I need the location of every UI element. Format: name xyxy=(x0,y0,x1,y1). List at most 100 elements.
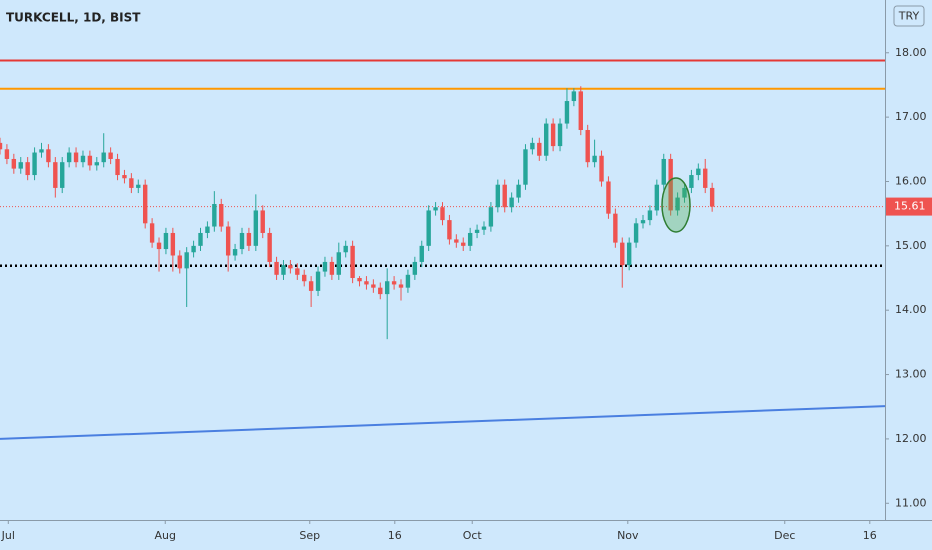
candle-body xyxy=(232,249,238,256)
candle-body xyxy=(564,101,570,124)
y-tick-label: 15.00 xyxy=(895,239,927,252)
candle-body xyxy=(689,175,694,188)
price-label-box xyxy=(886,197,932,216)
candle-body xyxy=(703,168,708,188)
y-tick-label: 14.00 xyxy=(895,303,927,316)
x-tick-label: Nov xyxy=(617,529,639,542)
candle-body xyxy=(94,162,99,166)
candle-body xyxy=(633,223,639,243)
candle-body xyxy=(426,210,431,246)
candle-body xyxy=(675,197,680,211)
candle-body xyxy=(557,123,563,147)
candle-body xyxy=(60,162,65,188)
candle-body xyxy=(191,245,196,253)
candle-body xyxy=(405,274,411,288)
candle-body xyxy=(606,181,611,214)
candle-body xyxy=(177,255,182,269)
candle-body xyxy=(398,284,404,288)
x-tick-label: Jul xyxy=(1,529,15,542)
candle-body xyxy=(4,149,10,159)
candle-body xyxy=(87,155,93,166)
y-tick-label: 18.00 xyxy=(895,46,927,59)
candle-body xyxy=(108,152,113,159)
candle-body xyxy=(516,184,521,198)
x-tick-label: Sep xyxy=(299,529,320,542)
currency-label[interactable]: TRY xyxy=(898,10,920,23)
candle-body xyxy=(281,265,286,275)
candle-body xyxy=(640,220,646,224)
candle-body xyxy=(136,184,141,188)
candle-body xyxy=(550,123,556,147)
x-tick-label: 16 xyxy=(863,529,877,542)
x-tick-label: Dec xyxy=(774,529,795,542)
candle-body xyxy=(537,142,542,156)
candle-body xyxy=(46,149,51,163)
candle-body xyxy=(509,197,514,208)
candle-body xyxy=(626,242,632,266)
candle-body xyxy=(115,158,120,176)
candle-body xyxy=(391,281,397,285)
candle-body xyxy=(599,155,604,182)
candle-body xyxy=(219,204,224,227)
x-tick-label: Oct xyxy=(463,529,483,542)
candle-body xyxy=(350,245,355,279)
candle-body xyxy=(523,149,528,185)
candle-body xyxy=(661,158,666,185)
candle-body xyxy=(101,152,106,163)
candle-body xyxy=(260,210,265,233)
candle-body xyxy=(495,184,501,208)
candle-body xyxy=(149,223,155,243)
candle-body xyxy=(53,162,58,188)
candle-body xyxy=(163,232,169,250)
candle-body xyxy=(184,252,189,269)
candle-body xyxy=(343,245,348,253)
candle-body xyxy=(32,152,37,176)
price-label: 15.61 xyxy=(894,200,926,213)
candle-body xyxy=(530,142,535,150)
candle-body xyxy=(156,242,162,250)
candle-body xyxy=(205,226,210,233)
candle-body xyxy=(654,184,660,211)
candle-body xyxy=(122,175,127,179)
chart-title: TURKCELL, 1D, BIST xyxy=(6,11,141,25)
candle-body xyxy=(474,229,480,233)
candle-body xyxy=(239,232,245,250)
candle-body xyxy=(613,213,618,243)
currency-button[interactable] xyxy=(893,5,925,27)
candle-body xyxy=(315,271,321,291)
candle-body xyxy=(412,261,418,275)
candle-body xyxy=(274,261,279,275)
candle-body xyxy=(322,261,328,272)
y-tick-label: 12.00 xyxy=(895,432,927,445)
candle-body xyxy=(454,239,459,243)
candle-body xyxy=(709,187,715,207)
candle-body xyxy=(620,242,625,266)
candle-body xyxy=(329,261,335,275)
highlight-ellipse xyxy=(661,177,691,233)
candle-body xyxy=(467,232,473,246)
candle-body xyxy=(25,162,30,176)
candle-body xyxy=(578,91,583,130)
candle-body xyxy=(544,123,549,156)
candle-body xyxy=(440,207,445,221)
candle-body xyxy=(302,274,307,282)
candle-body xyxy=(336,252,341,275)
y-tick-label: 16.00 xyxy=(895,174,927,187)
y-tick-label: 11.00 xyxy=(895,496,927,509)
candle-body xyxy=(364,281,369,285)
candle-body xyxy=(357,278,362,282)
candle-body xyxy=(288,265,293,269)
candle-body xyxy=(212,204,217,227)
candle-body xyxy=(225,226,231,256)
candle-body xyxy=(647,210,653,221)
candle-body xyxy=(384,281,390,295)
candle-body xyxy=(682,187,687,198)
x-tick-label: 16 xyxy=(388,529,402,542)
candle-body xyxy=(73,152,79,163)
candle-body xyxy=(170,232,176,256)
candle-body xyxy=(592,155,597,163)
candle-body xyxy=(481,226,487,230)
plot-area xyxy=(0,59,886,440)
